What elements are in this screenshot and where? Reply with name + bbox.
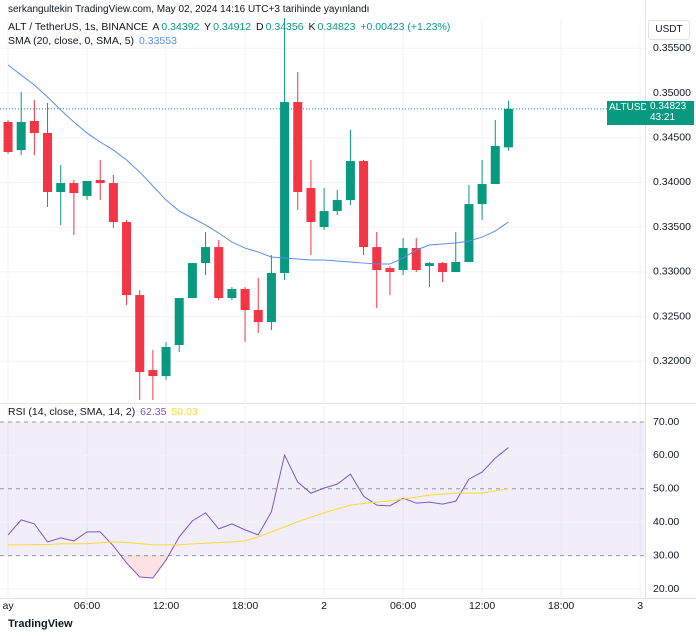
candle-body (306, 188, 316, 223)
logo: TradingView (8, 618, 73, 630)
candle-body (490, 145, 500, 185)
y-tick-label: 0.34000 (653, 176, 691, 188)
y-tick-label: 20.00 (653, 583, 679, 595)
candle-body (95, 180, 105, 184)
y-tick-label: 0.35000 (653, 87, 691, 99)
x-tick-label: ay (2, 600, 14, 612)
y-tick-label: 0.35500 (653, 42, 691, 54)
x-tick-label: 3 (637, 600, 643, 612)
candle-body (201, 247, 211, 264)
candle-body (359, 161, 369, 248)
rsi-name: RSI (14, close, SMA, 14, 2) (8, 406, 136, 418)
symbol: ALT / TetherUS, 1s, BINANCE (8, 21, 149, 33)
y-tick-label: 70.00 (653, 416, 679, 428)
y-tick-label: 0.32500 (653, 310, 691, 322)
candle-body (148, 370, 158, 377)
candle-body (122, 222, 132, 296)
candle-body (135, 295, 145, 373)
candle-body (345, 161, 355, 201)
candle-body (69, 183, 79, 194)
candle-body (16, 121, 26, 151)
ohlc-value: 0.34823 (317, 21, 356, 33)
candle-body (280, 102, 290, 273)
rsi-ma-value: 50.03 (171, 406, 198, 418)
candle-body (187, 263, 197, 299)
y-tick-label: 0.34500 (653, 131, 691, 143)
candle-body (424, 263, 434, 267)
candle-body (227, 288, 237, 299)
candle-body (385, 268, 395, 273)
x-tick-label: 2 (321, 600, 327, 612)
y-tick-label: 30.00 (653, 549, 679, 561)
candle-body (82, 180, 92, 197)
ohlc-label: D (256, 21, 264, 33)
series-line (8, 488, 509, 546)
y-tick-label: 0.33500 (653, 221, 691, 233)
candle-body (477, 184, 487, 205)
candle-body (3, 121, 13, 153)
rsi-value: 62.35 (140, 406, 167, 418)
ohlc-label: Y (204, 21, 212, 33)
y-tick-label: 0.32000 (653, 355, 691, 367)
y-tick-label: 60.00 (653, 449, 679, 461)
candle-body (214, 247, 224, 299)
candle-body (108, 183, 118, 223)
legend-row: ALT / TetherUS, 1s, BINANCE A 0.34392 Y 0.… (8, 21, 452, 33)
sma-name: SMA (20, close, 0, SMA, 5) (8, 35, 135, 47)
candle-body (398, 248, 408, 271)
candle-body (451, 261, 461, 273)
badge-price-value: 0.34823 (650, 101, 687, 112)
currency-button[interactable]: USDT (648, 20, 690, 40)
x-tick-label: 18:00 (548, 600, 574, 612)
y-tick-label: 0.33000 (653, 266, 691, 278)
candle-body (29, 120, 39, 133)
candle-body (372, 247, 382, 271)
badge-price: 0.34823 43:21 (646, 101, 694, 125)
legend-row: RSI (14, close, SMA, 14, 2) 62.35 50.03 (8, 406, 200, 418)
sma-line (7, 64, 509, 265)
x-tick-label: 06:00 (74, 600, 100, 612)
sma-value: 0.33553 (138, 35, 177, 47)
x-tick-label: 12:00 (153, 600, 179, 612)
candle-body (503, 108, 513, 148)
badge-countdown: 43:21 (650, 112, 676, 123)
candle-body (56, 183, 66, 192)
candle-body (411, 248, 421, 271)
candle-body (240, 288, 250, 311)
candle-body (161, 347, 171, 377)
candle-body (43, 132, 53, 192)
candle-body (266, 272, 276, 323)
publisher: serkangultekin TradingView.com, May 02, … (8, 4, 370, 15)
y-tick-label: 50.00 (653, 483, 679, 495)
ohlc-value: 0.34356 (265, 21, 304, 33)
change: +0.00423 (+1.23%) (360, 21, 451, 33)
candle-body (438, 263, 448, 273)
x-tick-label: 12:00 (469, 600, 495, 612)
ohlc-value: 0.34392 (161, 21, 200, 33)
candle-body (174, 298, 184, 346)
ohlc-label: A (152, 21, 160, 33)
ohlc-label: K (308, 21, 316, 33)
badge-symbol: ALTUSDT (607, 101, 654, 125)
x-tick-label: 06:00 (390, 600, 416, 612)
legend-row: SMA (20, close, 0, SMA, 5) 0.33553 (8, 35, 179, 47)
candle-body (293, 102, 303, 192)
candle-body (253, 310, 263, 323)
x-tick-label: 18:00 (232, 600, 258, 612)
series-line (7, 447, 509, 579)
candle-body (319, 211, 329, 228)
ohlc-value: 0.34912 (213, 21, 252, 33)
candle-body (332, 200, 342, 212)
y-tick-label: 40.00 (653, 516, 679, 528)
candle-body (464, 204, 474, 262)
